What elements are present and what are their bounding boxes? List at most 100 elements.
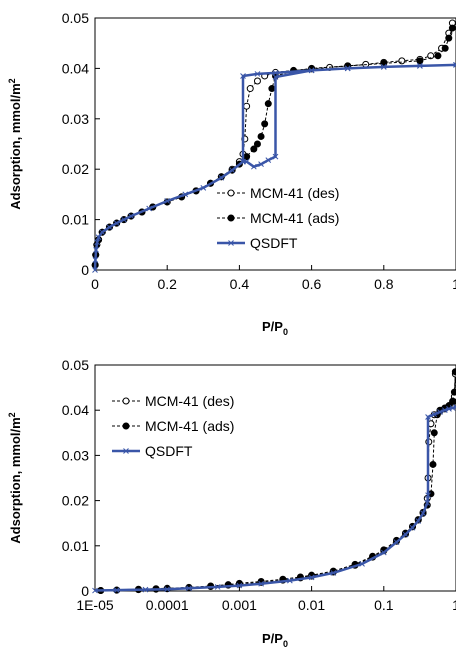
data-point-mcm-41-ads (441, 44, 449, 52)
data-point-qsdft (92, 587, 98, 594)
data-point-mcm-41-ads (449, 397, 456, 405)
data-point-qsdft (420, 510, 426, 517)
data-point-qsdft (113, 587, 120, 593)
y-tick-label: 0.02 (62, 161, 89, 177)
legend-item-mcm-41-des: MCM-41 (des) (217, 185, 339, 201)
legend-item-mcm-41-ads: MCM-41 (ads) (217, 210, 339, 226)
data-point-qsdft (92, 257, 99, 263)
data-point-qsdft (106, 224, 113, 231)
y-tick-label: 0.03 (62, 111, 89, 127)
x-tick-label: 0.4 (230, 276, 250, 292)
data-point-qsdft (186, 585, 192, 592)
legend-marker (123, 448, 129, 454)
data-point-qsdft (308, 574, 315, 581)
data-point-mcm-41-ads (243, 153, 251, 161)
data-point-qsdft (437, 409, 443, 415)
legend-item-qsdft: QSDFT (217, 235, 298, 251)
data-point-qsdft (121, 216, 127, 223)
data-point-qsdft (93, 246, 99, 253)
data-point-qsdft (359, 561, 365, 567)
legend: MCM-41 (des) MCM-41 (ads) QSDFT (217, 185, 339, 251)
data-point-qsdft (200, 184, 207, 191)
data-point-qsdft (453, 404, 456, 410)
data-point-qsdft (409, 524, 416, 531)
data-point-qsdft (380, 64, 387, 70)
y-tick-label: 0.03 (62, 447, 89, 463)
data-point-qsdft (250, 163, 257, 170)
y-tick-label: 0.02 (62, 493, 89, 509)
data-point-qsdft (128, 213, 134, 219)
y-tick-label: 0.04 (62, 60, 89, 76)
legend-label: MCM-41 (des) (145, 393, 234, 409)
legend-marker (122, 422, 130, 430)
data-point-mcm-41-ads (253, 140, 261, 148)
y-tick-label: 0 (81, 262, 89, 278)
series-layer (91, 19, 456, 273)
legend-label: MCM-41 (ads) (250, 210, 339, 226)
data-point-mcm-41-ads (264, 100, 272, 108)
x-tick-label: 0.2 (157, 276, 177, 292)
data-point-qsdft (415, 518, 422, 524)
y-axis-label: Adsorption, mmol/m2 (7, 412, 23, 543)
data-point-mcm-41-des (398, 57, 406, 65)
data-point-qsdft (254, 71, 261, 77)
data-point-mcm-41-ads (268, 85, 276, 93)
x-tick-label: 0.001 (222, 597, 257, 613)
data-point-qsdft (425, 414, 431, 420)
data-point-qsdft (380, 549, 387, 556)
data-point-qsdft (287, 577, 293, 584)
data-point-qsdft (182, 191, 189, 198)
x-tick-label: 0 (91, 276, 99, 292)
data-point-mcm-41-ads (445, 34, 453, 42)
data-point-qsdft (272, 153, 279, 160)
plot-frame (94, 17, 456, 271)
data-point-qsdft (272, 74, 279, 80)
series-line-qsdft (94, 405, 456, 592)
data-point-mcm-41-ads (261, 120, 269, 128)
legend: MCM-41 (des) MCM-41 (ads) QSDFT (112, 393, 234, 459)
x-tick-labels: 0 0.2 0.4 0.6 0.8 1 (91, 265, 456, 292)
data-point-qsdft (240, 158, 246, 165)
x-tick-label: 0.1 (374, 597, 394, 613)
x-axis-label: P/P0 (262, 631, 288, 649)
legend-label: MCM-41 (des) (250, 185, 339, 201)
data-point-qsdft (258, 161, 264, 168)
legend-marker (227, 189, 235, 197)
data-point-qsdft (393, 539, 400, 546)
legend-label: QSDFT (145, 443, 193, 459)
y-tick-label: 0.04 (62, 402, 89, 418)
data-point-qsdft (95, 234, 102, 241)
data-point-mcm-41-ads (429, 460, 437, 468)
data-point-qsdft (402, 531, 409, 538)
data-point-mcm-41-des (243, 102, 251, 110)
data-point-mcm-41-ads (451, 368, 456, 376)
chart-panel-linear: 0 0.01 0.02 0.03 0.04 0.05 0 0.2 0.4 0.6 0.8 1 P/P… (7, 10, 456, 337)
x-tick-label: 1E-05 (76, 597, 114, 613)
x-tick-label: 0.8 (374, 276, 394, 292)
data-point-qsdft (449, 405, 456, 411)
data-point-mcm-41-ads (250, 145, 258, 153)
legend-marker (227, 214, 235, 222)
data-point-qsdft (240, 73, 246, 79)
data-point-mcm-41-des (246, 85, 254, 93)
data-point-qsdft (92, 267, 98, 273)
legend-marker (122, 397, 130, 405)
y-tick-label: 0.05 (62, 10, 89, 26)
y-tick-label: 0 (81, 583, 89, 599)
data-point-qsdft (424, 500, 431, 506)
x-tick-labels: 1E-05 0.0001 0.001 0.01 0.1 1 (76, 586, 456, 613)
x-axis-label: P/P0 (262, 319, 288, 337)
data-point-qsdft (236, 582, 243, 589)
data-point-qsdft (441, 407, 448, 414)
plot-frame (94, 364, 456, 592)
x-tick-label: 0.6 (302, 276, 322, 292)
x-tick-label: 0.01 (298, 597, 325, 613)
y-tick-label: 0.05 (62, 357, 89, 373)
legend-item-qsdft: QSDFT (112, 443, 193, 459)
data-point-mcm-41-ads (434, 52, 442, 60)
data-point-mcm-41-des (427, 52, 435, 60)
data-point-qsdft (229, 167, 236, 174)
data-point-qsdft (146, 205, 153, 212)
data-point-qsdft (214, 584, 221, 590)
x-tick-label: 0.0001 (146, 597, 189, 613)
